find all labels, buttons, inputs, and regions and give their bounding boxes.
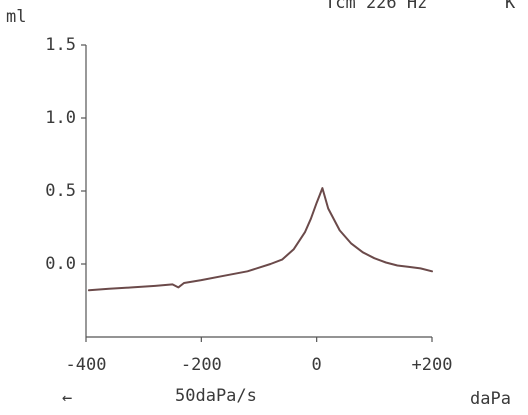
header-text-2: K — [505, 0, 516, 13]
x-tick-label: -400 — [66, 355, 107, 375]
pressure-rate-label: 50daPa/s — [175, 386, 257, 406]
admittance-curve — [87, 187, 433, 292]
y-tick-label: 1.0 — [45, 108, 76, 128]
x-axis-label: daPa — [470, 389, 511, 409]
series-layer — [87, 187, 433, 292]
y-tick-label: 1.5 — [45, 35, 76, 55]
x-tick-label: 0 — [312, 355, 322, 375]
x-ticks: -400 -200 0 +200 — [66, 337, 453, 375]
x-tick-label: +200 — [412, 355, 453, 375]
x-tick-label: -200 — [181, 355, 222, 375]
y-ticks: 0.0 0.5 1.0 1.5 — [45, 35, 86, 274]
header-text-1: Tcm 226 Hz — [325, 0, 427, 13]
y-tick-label: 0.0 — [45, 254, 76, 274]
left-arrow-icon: ← — [62, 388, 72, 408]
y-tick-label: 0.5 — [45, 181, 76, 201]
y-axis-label: ml — [6, 7, 26, 27]
